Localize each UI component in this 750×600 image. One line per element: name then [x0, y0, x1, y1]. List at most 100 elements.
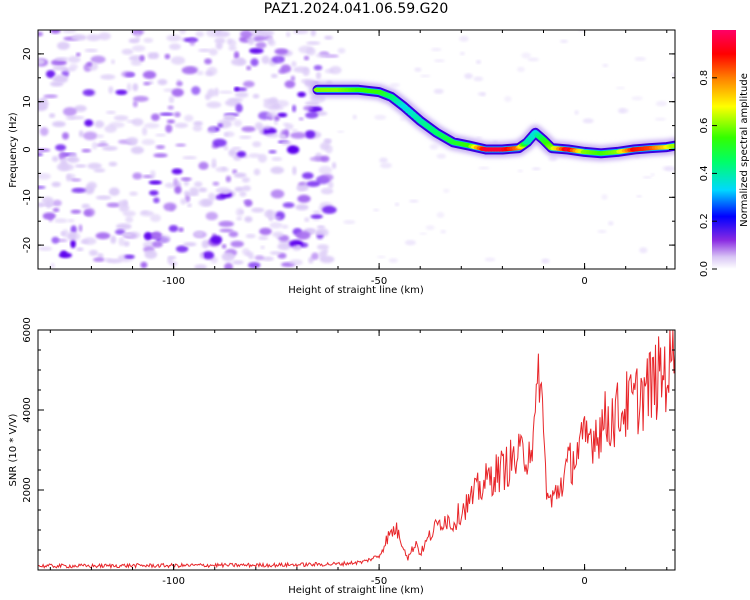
noise-blob: [214, 37, 226, 44]
noise-blob: [76, 52, 81, 57]
snr-y-label: SNR (10 * V/V): [8, 413, 19, 486]
noise-blob: [193, 121, 203, 126]
noise-blob: [286, 31, 291, 37]
noise-blob: [128, 55, 143, 62]
noise-blob: [310, 214, 323, 219]
noise-blob: [297, 91, 306, 98]
noise-blob: [226, 38, 233, 44]
noise-blob: [271, 157, 283, 161]
y-tick-label: -10: [22, 189, 33, 205]
noise-blob: [76, 247, 84, 252]
noise-blob: [305, 101, 320, 106]
noise-blob: [52, 74, 68, 84]
noise-blob: [218, 90, 233, 94]
noise-blob: [132, 100, 138, 108]
noise-blob: [291, 61, 297, 67]
noise-blob: [176, 81, 183, 87]
x-tick-label: -100: [162, 276, 185, 287]
noise-blob: [115, 89, 128, 96]
noise-blob: [121, 48, 134, 55]
noise-blob: [292, 166, 297, 176]
noise-blob: [269, 222, 283, 229]
noise-blob: [236, 151, 247, 158]
noise-blob: [311, 252, 319, 260]
noise-blob: [290, 75, 296, 82]
noise-blob: [118, 200, 128, 207]
noise-blob: [303, 55, 310, 61]
colorbar-tick-label: 0.4: [699, 165, 710, 181]
noise-blob: [122, 232, 132, 237]
noise-blob: [52, 208, 60, 212]
noise-blob: [71, 187, 87, 193]
noise-blob: [255, 41, 267, 49]
noise-blob: [51, 181, 61, 188]
noise-blob: [279, 134, 287, 140]
noise-blob: [166, 34, 182, 42]
noise-blob: [170, 56, 186, 65]
noise-blob: [143, 81, 151, 86]
noise-blob: [317, 244, 329, 251]
noise-blob: [310, 30, 316, 37]
noise-blob: [50, 30, 61, 34]
noise-blob: [211, 158, 217, 167]
noise-blob: [248, 262, 261, 269]
noise-blob: [183, 242, 197, 247]
snr-panel: -100 -50 0 2000 4000 6000 Height of straight…: [8, 317, 676, 596]
noise-blob: [248, 254, 254, 260]
noise-blob: [38, 246, 53, 251]
ridge-halo: [309, 81, 675, 162]
noise-blob: [54, 218, 68, 223]
noise-blob: [228, 231, 239, 238]
noise-blob: [39, 127, 49, 136]
noise-blob: [198, 48, 212, 53]
noise-blob: [179, 30, 186, 35]
noise-blob: [296, 185, 309, 192]
noise-blob: [228, 46, 237, 51]
noise-blob: [302, 67, 310, 77]
noise-blob: [295, 231, 311, 240]
y-tick-label: 10: [22, 95, 33, 108]
noise-blob: [139, 55, 145, 62]
noise-blob: [67, 219, 75, 223]
noise-blob: [280, 140, 292, 146]
noise-blob: [476, 136, 482, 139]
noise-blob: [253, 168, 261, 176]
noise-blob: [171, 88, 184, 97]
noise-blob: [106, 202, 121, 208]
noise-blob: [167, 256, 177, 260]
noise-blob: [235, 207, 244, 217]
noise-blob: [282, 122, 289, 126]
noise-blob: [246, 65, 252, 71]
noise-blob: [420, 74, 431, 78]
noise-blob: [124, 254, 135, 259]
noise-blob: [93, 257, 105, 262]
noise-blob: [209, 48, 218, 56]
x-tick-label: -100: [162, 576, 185, 587]
noise-blob: [650, 173, 655, 177]
noise-blob: [324, 68, 335, 74]
noise-blob: [343, 220, 356, 225]
noise-blob: [95, 143, 110, 147]
noise-blob: [144, 250, 158, 259]
noise-blob: [155, 145, 166, 150]
noise-blob: [527, 57, 540, 62]
noise-blob: [132, 45, 146, 52]
noise-blob: [207, 88, 216, 98]
noise-blob: [218, 220, 234, 227]
noise-blob: [71, 34, 87, 41]
noise-blob: [164, 53, 171, 60]
noise-blob: [228, 149, 237, 157]
noise-blob: [318, 165, 332, 175]
noise-blob: [654, 117, 667, 121]
noise-blob: [108, 161, 118, 167]
noise-blob: [181, 66, 198, 75]
noise-blob: [394, 202, 400, 206]
noise-blob: [290, 132, 307, 139]
noise-blob: [41, 196, 54, 205]
noise-blob: [254, 255, 265, 261]
noise-blob: [168, 96, 175, 104]
noise-blob: [306, 41, 321, 45]
snr-axes-frame: [37, 329, 676, 571]
noise-blob: [87, 162, 102, 170]
noise-blob: [80, 239, 89, 244]
